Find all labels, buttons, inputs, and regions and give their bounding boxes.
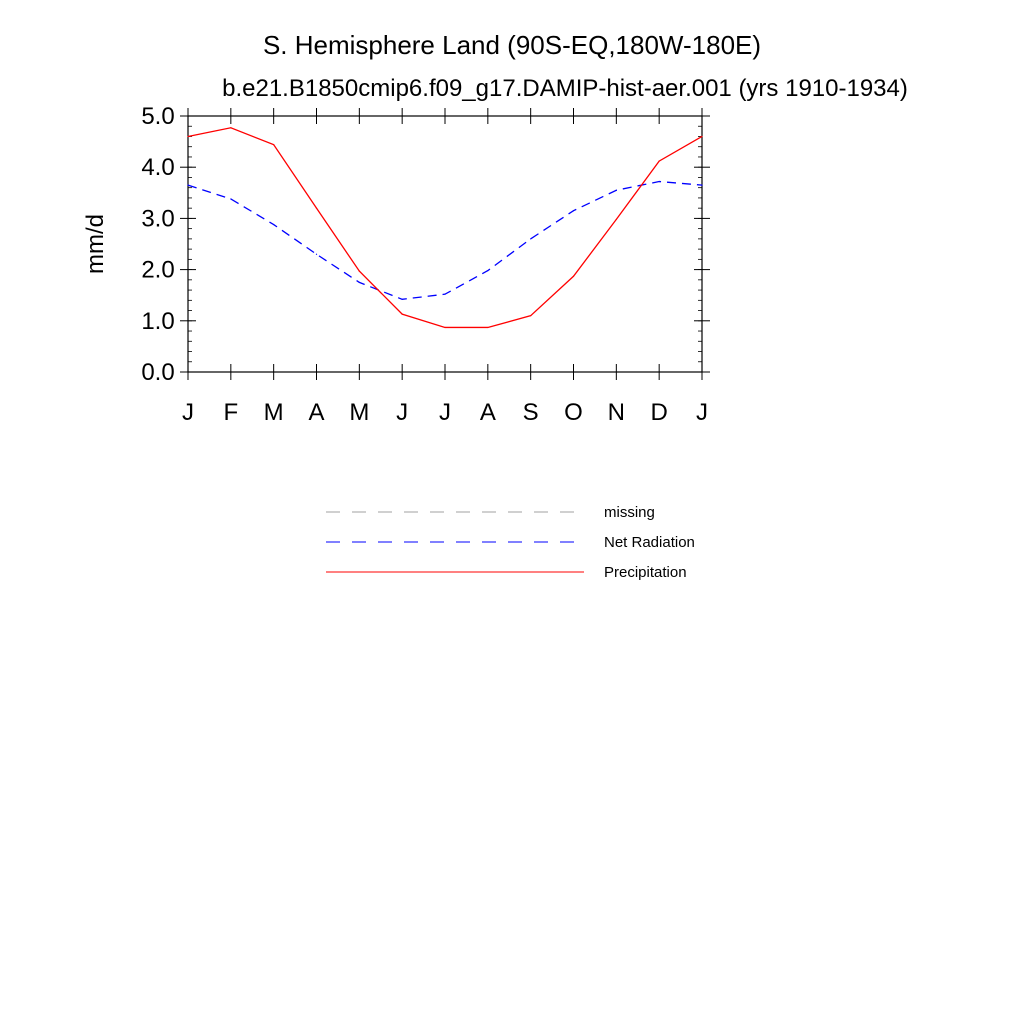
data-point [401,313,403,315]
data-point [273,223,275,226]
data-point [701,184,703,186]
chart-title: S. Hemisphere Land (90S-EQ,180W-180E) [263,30,761,60]
legend-label: missing [604,504,655,521]
y-tick-labels: 0.0 1.0 2.0 3.0 4.0 5.0 [141,103,174,386]
chart-subtitle: b.e21.B1850cmip6.f09_g17.DAMIP-hist-aer.… [222,75,908,102]
x-tick-label: F [223,399,238,426]
data-point [444,326,446,329]
data-point [530,238,532,240]
y-tick-label: 2.0 [141,257,174,284]
data-point [615,189,617,191]
data-point [530,315,532,317]
legend: missing Net Radiation Precipitation [326,504,695,581]
data-point [658,180,660,183]
series-lines [187,127,703,329]
data-point [444,293,446,295]
y-tick-label: 0.0 [141,359,174,386]
data-point [358,281,360,283]
data-point [315,253,318,255]
y-tick-label: 4.0 [141,154,174,181]
data-point [572,210,575,212]
x-tick-label: A [480,399,496,426]
plot-frame [187,115,703,373]
x-tick-label: N [608,399,625,426]
data-point [230,127,232,129]
data-point [358,270,360,272]
data-point [658,160,660,162]
axis-ticks [180,108,710,380]
data-point [572,275,575,277]
y-tick-label: 5.0 [141,103,174,130]
x-tick-label: J [439,399,451,426]
data-point [273,144,275,146]
x-tick-label: D [650,399,667,426]
x-tick-label: O [564,399,583,426]
legend-label: Net Radiation [604,534,695,551]
data-point [401,298,403,300]
series-line-precipitation [187,127,703,329]
data-point [187,135,189,138]
data-point [615,218,617,221]
y-axis-label: mm/d [82,214,109,274]
x-tick-label: J [696,399,708,426]
x-tick-label: A [308,399,324,426]
data-point [187,184,189,186]
data-point [230,198,232,200]
data-point [701,135,703,138]
x-tick-label: M [349,399,369,426]
data-point [487,326,489,329]
data-point [487,270,489,272]
y-tick-label: 1.0 [141,308,174,335]
series-line-net-radiation [187,180,703,300]
data-point [315,207,318,209]
legend-label: Precipitation [604,564,687,581]
x-tick-label: S [523,399,539,426]
x-tick-label: J [182,399,194,426]
x-tick-label: J [396,399,408,426]
x-tick-label: M [264,399,284,426]
y-tick-label: 3.0 [141,205,174,232]
